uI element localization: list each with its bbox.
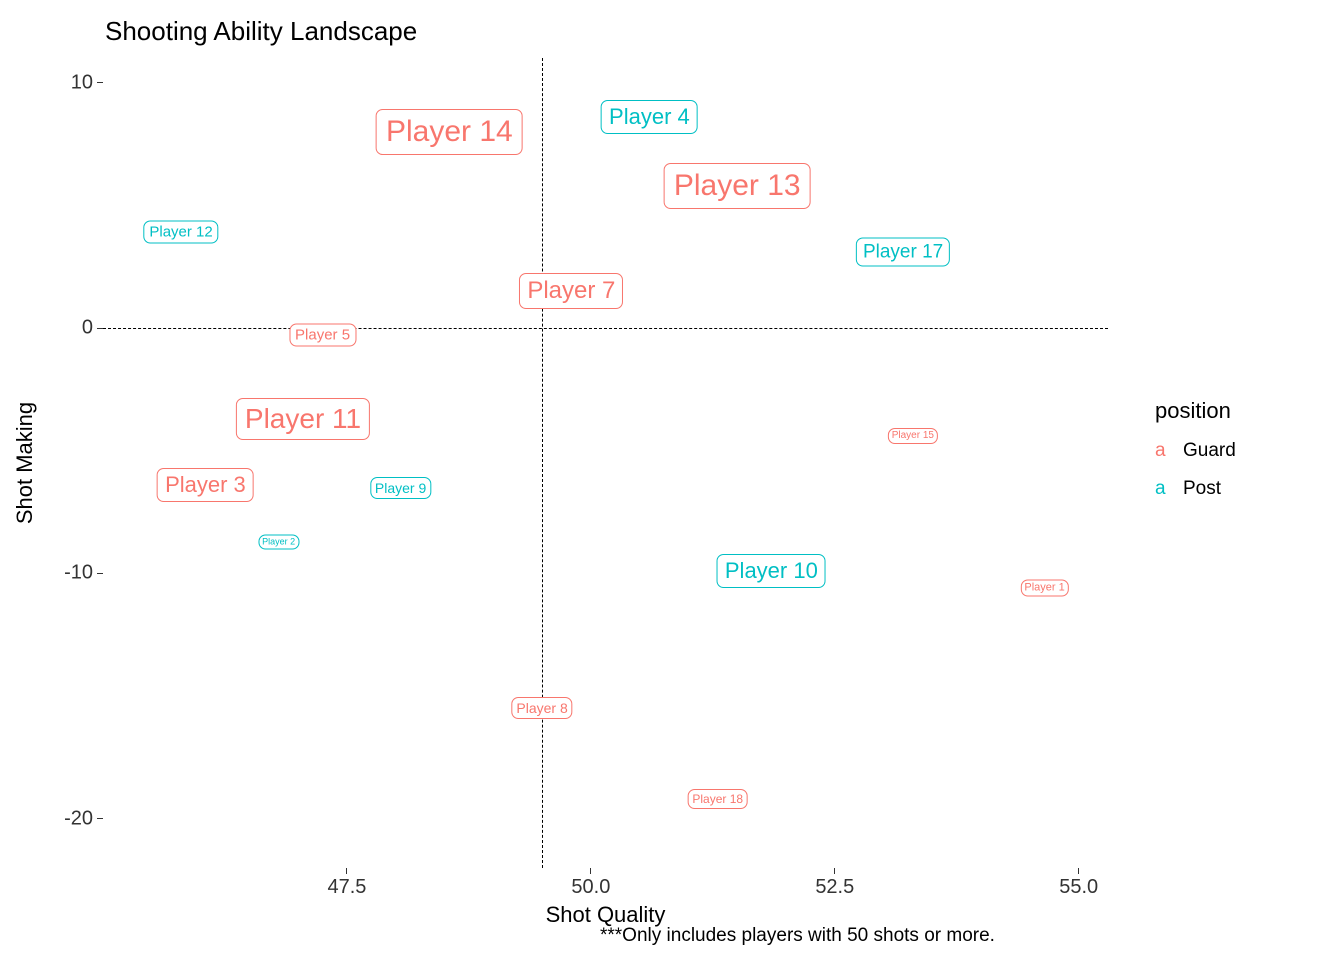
player-label: Player 8 — [511, 697, 572, 719]
legend-key-glyph: a — [1155, 478, 1183, 500]
legend: position aGuardaPost — [1155, 398, 1236, 500]
player-label: Player 7 — [519, 273, 623, 309]
chart-footnote: ***Only includes players with 50 shots o… — [600, 925, 995, 947]
legend-item: aPost — [1155, 478, 1236, 500]
reference-line-horizontal — [103, 328, 1108, 329]
player-label: Player 3 — [157, 468, 254, 502]
legend-key-glyph: a — [1155, 440, 1183, 462]
player-label: Player 14 — [376, 109, 523, 155]
y-tick — [97, 328, 103, 329]
x-tick-label: 55.0 — [1059, 876, 1098, 899]
player-label: Player 18 — [687, 789, 748, 809]
y-tick-label: 10 — [71, 71, 93, 94]
player-label: Player 2 — [258, 534, 299, 549]
player-label: Player 10 — [717, 554, 826, 588]
player-label: Player 9 — [370, 477, 431, 499]
x-tick-label: 52.5 — [815, 876, 854, 899]
legend-title: position — [1155, 398, 1236, 424]
y-tick-label: -10 — [64, 562, 93, 585]
y-tick-label: -20 — [64, 807, 93, 830]
player-label: Player 13 — [664, 163, 811, 209]
chart-container: Shooting Ability Landscape Player 14Play… — [0, 0, 1344, 960]
player-label: Player 11 — [236, 398, 370, 440]
x-tick — [346, 868, 347, 874]
x-tick-label: 50.0 — [571, 876, 610, 899]
legend-item-label: Guard — [1183, 440, 1236, 462]
plot-area: Player 14 Player 4 Player 13 Player 12 Playe… — [103, 58, 1108, 868]
player-label: Player 5 — [289, 324, 356, 347]
player-label: Player 12 — [143, 221, 218, 244]
y-tick-label: 0 — [82, 317, 93, 340]
x-tick-label: 47.5 — [327, 876, 366, 899]
player-label: Player 4 — [601, 100, 698, 134]
legend-item: aGuard — [1155, 440, 1236, 462]
player-label: Player 1 — [1020, 580, 1068, 597]
player-label: Player 15 — [888, 428, 938, 444]
y-tick — [97, 82, 103, 83]
chart-title: Shooting Ability Landscape — [105, 16, 417, 47]
x-tick — [834, 868, 835, 874]
y-tick — [97, 818, 103, 819]
y-tick — [97, 573, 103, 574]
x-tick — [590, 868, 591, 874]
x-tick — [1078, 868, 1079, 874]
y-axis-title: Shot Making — [12, 402, 38, 524]
legend-item-label: Post — [1183, 478, 1221, 500]
player-label: Player 17 — [856, 237, 950, 266]
reference-line-vertical — [542, 58, 543, 868]
